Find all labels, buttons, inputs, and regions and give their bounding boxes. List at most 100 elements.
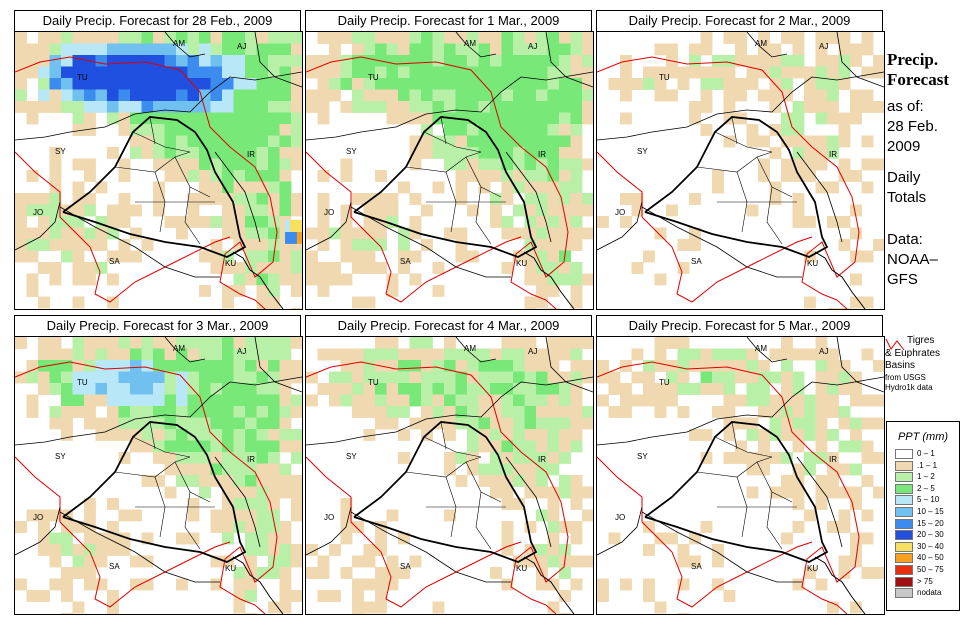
precip-cell [176, 55, 188, 67]
precip-cell [222, 498, 234, 510]
precip-cell [72, 193, 85, 205]
precip-cell [513, 360, 525, 372]
precip-cell [815, 337, 828, 349]
precip-cell [49, 43, 62, 56]
precip-cell [444, 348, 456, 361]
precip-cell [352, 227, 364, 240]
precip-cell [38, 348, 50, 361]
precip-cell [861, 532, 874, 545]
precip-cell [130, 101, 142, 113]
precip-cell [781, 66, 793, 79]
precip-cell [268, 55, 280, 67]
precip-cell [26, 193, 39, 205]
precip-cell [153, 124, 165, 136]
country-label: AM [173, 39, 185, 48]
precip-cell [233, 78, 246, 90]
precip-cell [256, 475, 269, 487]
precip-cell [141, 147, 154, 159]
precip-cell [769, 101, 782, 113]
precip-cell [827, 78, 839, 90]
precip-cell [792, 216, 805, 228]
precip-cell [199, 66, 211, 79]
precip-cell [547, 452, 560, 464]
precip-cell [268, 440, 280, 453]
precip-cell [61, 78, 73, 90]
precip-cell [199, 112, 211, 125]
country-border [214, 151, 261, 243]
precip-cell [329, 590, 341, 602]
precip-cell [444, 360, 456, 372]
precip-cell [792, 371, 805, 384]
precip-cell [141, 337, 154, 349]
province-border [766, 186, 783, 245]
precip-cell [375, 216, 387, 228]
precip-cell [455, 170, 468, 182]
precip-cell [291, 308, 302, 309]
precip-cell [130, 32, 142, 44]
country-label: SA [109, 562, 120, 571]
precip-cell [222, 193, 234, 205]
precip-cell [490, 66, 502, 79]
precip-cell [827, 147, 839, 159]
precip-cell [256, 521, 269, 533]
precip-cell [792, 406, 805, 418]
precip-cell [570, 475, 583, 487]
precip-cell [222, 112, 234, 125]
precip-cell [256, 463, 269, 476]
country-label: TU [659, 378, 670, 387]
precip-cell [547, 544, 560, 556]
precip-cell [570, 285, 583, 297]
precip-cell [61, 613, 73, 614]
precip-cell [291, 124, 302, 136]
precip-cell [524, 216, 537, 228]
precip-cell [363, 32, 376, 44]
precip-cell [107, 590, 119, 602]
precip-cell [608, 371, 621, 384]
precip-cell [570, 112, 583, 125]
precip-cell [164, 124, 177, 136]
precip-cell [245, 555, 257, 568]
precip-cell [268, 486, 280, 499]
precip-cell [570, 348, 583, 361]
precip-cell [15, 101, 27, 113]
precip-cell [513, 112, 525, 125]
precip-cell [804, 89, 816, 102]
precip-cell [455, 193, 468, 205]
precip-cell [582, 66, 593, 79]
precip-cell [792, 429, 805, 441]
precip-cell [723, 78, 736, 90]
precip-cell [455, 360, 468, 372]
precip-cell [398, 262, 410, 274]
precip-cell [861, 452, 874, 464]
precip-cell [536, 296, 548, 309]
precip-cell [256, 383, 269, 395]
precip-cell [199, 371, 211, 384]
precip-cell [490, 170, 502, 182]
precip-cell [245, 216, 257, 228]
precip-cell [536, 239, 548, 251]
precip-cell [61, 89, 73, 102]
precip-cell [432, 181, 445, 194]
precip-cell [677, 406, 690, 418]
precip-cell [559, 170, 571, 182]
precip-cell [631, 78, 644, 90]
precip-cell [582, 78, 593, 90]
precip-cell [199, 124, 211, 136]
precip-cell [501, 181, 514, 194]
precip-cell [233, 417, 246, 430]
precip-cell [547, 463, 560, 476]
precip-cell [256, 158, 269, 171]
precip-cell [501, 147, 514, 159]
precip-cell [501, 521, 514, 533]
precip-cell [689, 227, 701, 240]
precip-cell [559, 239, 571, 251]
precip-cell [245, 590, 257, 602]
precip-cell [233, 135, 246, 148]
precip-cell [501, 463, 514, 476]
precip-cell [291, 135, 302, 148]
precip-cell [815, 135, 828, 148]
precip-cell [222, 383, 234, 395]
precip-cell [141, 394, 154, 407]
precip-cell [547, 89, 560, 102]
precip-cell [861, 32, 874, 44]
